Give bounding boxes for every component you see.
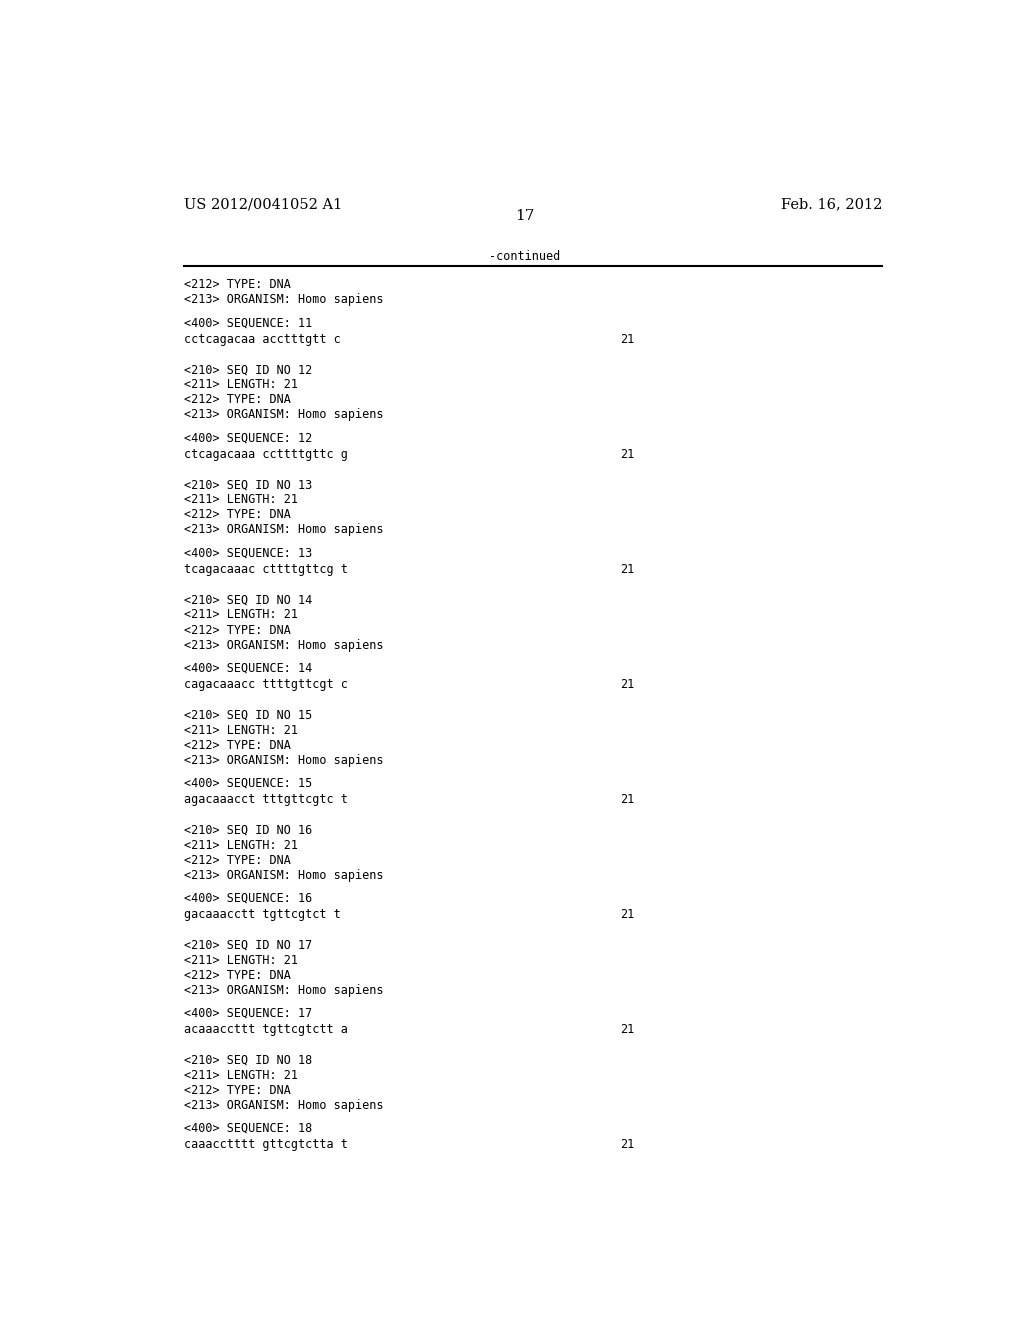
Text: 21: 21 bbox=[620, 793, 634, 807]
Text: <212> TYPE: DNA: <212> TYPE: DNA bbox=[183, 508, 291, 521]
Text: <210> SEQ ID NO 15: <210> SEQ ID NO 15 bbox=[183, 709, 311, 722]
Text: agacaaacct tttgttcgtc t: agacaaacct tttgttcgtc t bbox=[183, 793, 347, 807]
Text: <400> SEQUENCE: 11: <400> SEQUENCE: 11 bbox=[183, 317, 311, 330]
Text: caaacctttt gttcgtctta t: caaacctttt gttcgtctta t bbox=[183, 1138, 347, 1151]
Text: <212> TYPE: DNA: <212> TYPE: DNA bbox=[183, 279, 291, 292]
Text: acaaaccttt tgttcgtctt a: acaaaccttt tgttcgtctt a bbox=[183, 1023, 347, 1036]
Text: <400> SEQUENCE: 18: <400> SEQUENCE: 18 bbox=[183, 1122, 311, 1135]
Text: tcagacaaac cttttgttcg t: tcagacaaac cttttgttcg t bbox=[183, 562, 347, 576]
Text: <212> TYPE: DNA: <212> TYPE: DNA bbox=[183, 393, 291, 407]
Text: <211> LENGTH: 21: <211> LENGTH: 21 bbox=[183, 609, 298, 622]
Text: <213> ORGANISM: Homo sapiens: <213> ORGANISM: Homo sapiens bbox=[183, 639, 383, 652]
Text: US 2012/0041052 A1: US 2012/0041052 A1 bbox=[183, 197, 342, 211]
Text: <211> LENGTH: 21: <211> LENGTH: 21 bbox=[183, 838, 298, 851]
Text: <213> ORGANISM: Homo sapiens: <213> ORGANISM: Homo sapiens bbox=[183, 869, 383, 882]
Text: <211> LENGTH: 21: <211> LENGTH: 21 bbox=[183, 1069, 298, 1081]
Text: cctcagacaa acctttgtt c: cctcagacaa acctttgtt c bbox=[183, 333, 340, 346]
Text: <400> SEQUENCE: 13: <400> SEQUENCE: 13 bbox=[183, 546, 311, 560]
Text: <213> ORGANISM: Homo sapiens: <213> ORGANISM: Homo sapiens bbox=[183, 754, 383, 767]
Text: <211> LENGTH: 21: <211> LENGTH: 21 bbox=[183, 953, 298, 966]
Text: <211> LENGTH: 21: <211> LENGTH: 21 bbox=[183, 723, 298, 737]
Text: <212> TYPE: DNA: <212> TYPE: DNA bbox=[183, 623, 291, 636]
Text: -continued: -continued bbox=[489, 249, 560, 263]
Text: Feb. 16, 2012: Feb. 16, 2012 bbox=[780, 197, 882, 211]
Text: 17: 17 bbox=[515, 210, 535, 223]
Text: <210> SEQ ID NO 16: <210> SEQ ID NO 16 bbox=[183, 824, 311, 837]
Text: <210> SEQ ID NO 18: <210> SEQ ID NO 18 bbox=[183, 1053, 311, 1067]
Text: <213> ORGANISM: Homo sapiens: <213> ORGANISM: Homo sapiens bbox=[183, 524, 383, 536]
Text: <213> ORGANISM: Homo sapiens: <213> ORGANISM: Homo sapiens bbox=[183, 983, 383, 997]
Text: cagacaaacc ttttgttcgt c: cagacaaacc ttttgttcgt c bbox=[183, 678, 347, 690]
Text: 21: 21 bbox=[620, 908, 634, 921]
Text: <400> SEQUENCE: 14: <400> SEQUENCE: 14 bbox=[183, 661, 311, 675]
Text: 21: 21 bbox=[620, 333, 634, 346]
Text: 21: 21 bbox=[620, 1023, 634, 1036]
Text: <210> SEQ ID NO 14: <210> SEQ ID NO 14 bbox=[183, 594, 311, 606]
Text: <210> SEQ ID NO 17: <210> SEQ ID NO 17 bbox=[183, 939, 311, 952]
Text: <213> ORGANISM: Homo sapiens: <213> ORGANISM: Homo sapiens bbox=[183, 293, 383, 306]
Text: <212> TYPE: DNA: <212> TYPE: DNA bbox=[183, 854, 291, 867]
Text: gacaaacctt tgttcgtct t: gacaaacctt tgttcgtct t bbox=[183, 908, 340, 921]
Text: <400> SEQUENCE: 12: <400> SEQUENCE: 12 bbox=[183, 432, 311, 445]
Text: <210> SEQ ID NO 12: <210> SEQ ID NO 12 bbox=[183, 363, 311, 376]
Text: <211> LENGTH: 21: <211> LENGTH: 21 bbox=[183, 379, 298, 391]
Text: <211> LENGTH: 21: <211> LENGTH: 21 bbox=[183, 494, 298, 507]
Text: 21: 21 bbox=[620, 1138, 634, 1151]
Text: <400> SEQUENCE: 15: <400> SEQUENCE: 15 bbox=[183, 776, 311, 789]
Text: <212> TYPE: DNA: <212> TYPE: DNA bbox=[183, 739, 291, 751]
Text: <400> SEQUENCE: 17: <400> SEQUENCE: 17 bbox=[183, 1007, 311, 1020]
Text: 21: 21 bbox=[620, 678, 634, 690]
Text: <213> ORGANISM: Homo sapiens: <213> ORGANISM: Homo sapiens bbox=[183, 1098, 383, 1111]
Text: <210> SEQ ID NO 13: <210> SEQ ID NO 13 bbox=[183, 478, 311, 491]
Text: <213> ORGANISM: Homo sapiens: <213> ORGANISM: Homo sapiens bbox=[183, 408, 383, 421]
Text: <212> TYPE: DNA: <212> TYPE: DNA bbox=[183, 1084, 291, 1097]
Text: 21: 21 bbox=[620, 447, 634, 461]
Text: 21: 21 bbox=[620, 562, 634, 576]
Text: <212> TYPE: DNA: <212> TYPE: DNA bbox=[183, 969, 291, 982]
Text: ctcagacaaa ccttttgttc g: ctcagacaaa ccttttgttc g bbox=[183, 447, 347, 461]
Text: <400> SEQUENCE: 16: <400> SEQUENCE: 16 bbox=[183, 892, 311, 904]
